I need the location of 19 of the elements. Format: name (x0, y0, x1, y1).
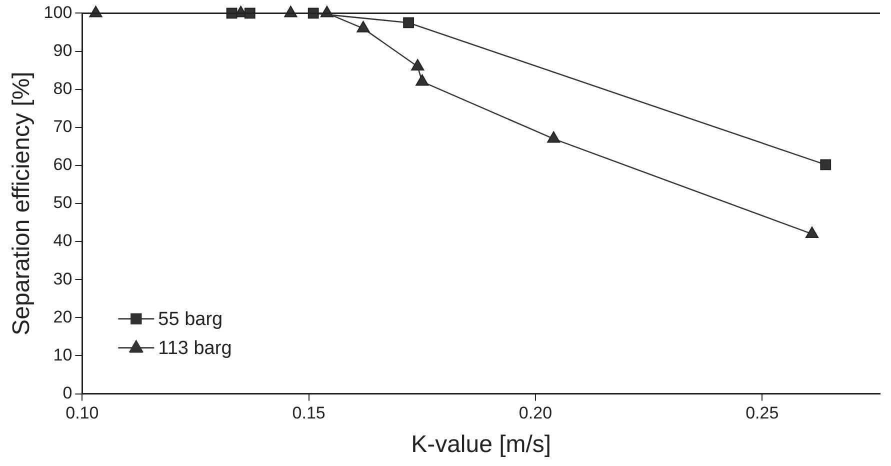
x-tick-label: 0.15 (292, 404, 326, 423)
y-tick-label: 0 (62, 383, 72, 402)
y-tick-label: 100 (44, 2, 72, 22)
legend-label: 55 barg (158, 309, 223, 330)
y-tick-label: 80 (53, 79, 72, 98)
x-tick-label: 0.10 (66, 404, 99, 423)
x-tick-label: 0.25 (746, 404, 779, 423)
y-tick-label: 50 (53, 193, 72, 212)
y-tick-label: 20 (53, 307, 72, 326)
y-tick-label: 70 (53, 117, 72, 136)
x-axis-title: K-value [m/s] (411, 431, 552, 458)
legend-label: 113 barg (158, 338, 232, 360)
y-tick-label: 60 (53, 155, 72, 174)
y-tick-label: 30 (53, 269, 72, 288)
x-tick-label: 0.20 (518, 404, 552, 423)
y-tick-label: 10 (53, 345, 72, 364)
y-axis-title: Separation efficiency [%] (8, 72, 36, 336)
y-tick-label: 90 (53, 40, 72, 60)
y-tick-label: 40 (53, 231, 72, 250)
